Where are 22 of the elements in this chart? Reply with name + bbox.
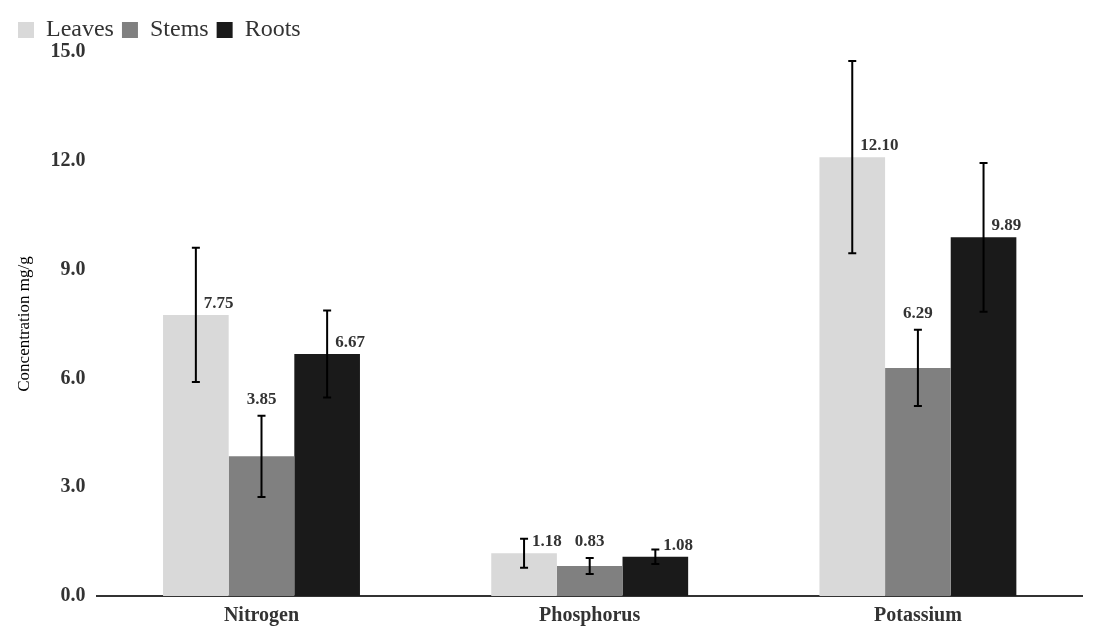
y-tick-label: 15.0 [50, 39, 86, 62]
y-tick-label: 12.0 [50, 147, 86, 170]
data-label: 12.10 [860, 135, 899, 155]
data-label: 1.08 [663, 534, 694, 554]
data-label: 6.67 [335, 331, 366, 351]
x-tick-label: Nitrogen [223, 603, 300, 627]
y-tick-label: 6.0 [60, 365, 86, 388]
data-label: 3.85 [246, 388, 277, 408]
data-label: 9.89 [991, 215, 1022, 235]
y-axis-title: Concentration mg/g [13, 255, 33, 392]
data-label: 7.75 [203, 292, 234, 312]
data-label: 6.29 [903, 302, 933, 322]
data-label: 0.83 [574, 530, 605, 550]
legend-label: Leaves [46, 15, 114, 42]
x-tick-label: Potassium [874, 603, 963, 626]
y-tick-label: 3.0 [60, 474, 86, 497]
y-tick-label: 0.0 [60, 583, 86, 606]
legend-label: Stems [149, 15, 209, 42]
legend-label: Roots [244, 15, 301, 42]
x-tick-label: Phosphorus [539, 603, 641, 627]
y-tick-label: 9.0 [60, 256, 86, 279]
data-label: 1.18 [532, 531, 562, 551]
